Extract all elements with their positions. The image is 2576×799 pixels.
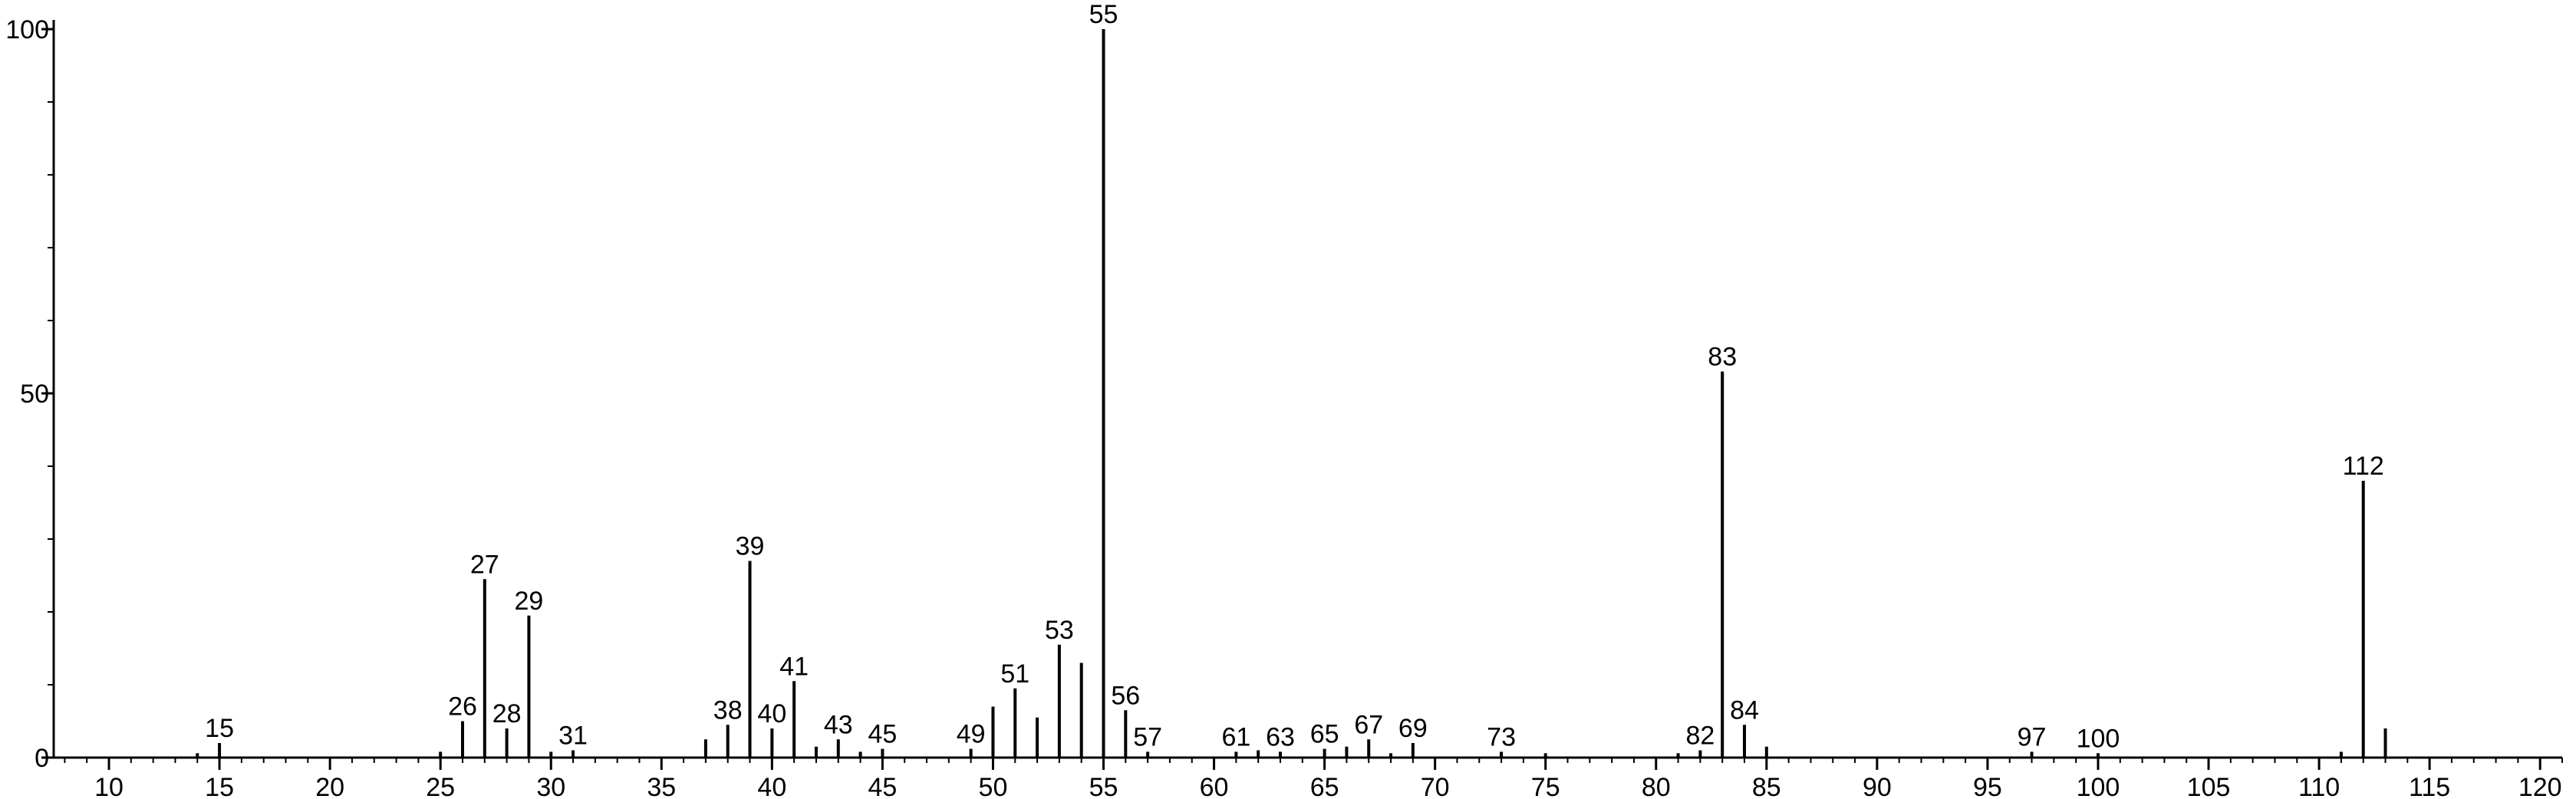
x-tick-label: 50 [979,773,1008,799]
peak-label: 67 [1354,710,1383,739]
x-tick-label: 70 [1421,773,1450,799]
peak-label: 27 [470,550,499,579]
peak-label: 53 [1045,616,1074,645]
peak-label: 40 [757,699,786,728]
peak-label: 28 [492,699,522,728]
peak-label: 15 [205,714,234,743]
peak-label: 97 [2018,722,2047,751]
x-tick-label: 20 [315,773,344,799]
x-tick-label: 95 [1973,773,2002,799]
peak-label: 51 [1000,659,1029,689]
x-tick-label: 65 [1310,773,1339,799]
x-tick-label: 10 [94,773,124,799]
peaks-layer [196,29,2387,758]
peak-label: 82 [1685,722,1715,751]
peak-label: 41 [779,652,809,681]
axes-layer: 10 15 20 25 30 35 40 45 50 55 60 65 70 75 80 85 90 95 100 1… [5,15,2563,799]
x-tick-label: 115 [2409,773,2450,799]
peak-labels-layer: 15 26 27 28 29 31 38 39 40 41 43 45 49 51 53 55 56 57 61 63… [205,0,2384,753]
peak-label: 83 [1708,343,1737,372]
peak-label: 84 [1730,695,1759,725]
x-tick-label: 75 [1531,773,1560,799]
y-tick-label: 100 [5,15,49,44]
peak-label: 49 [957,720,986,749]
x-tick-label: 25 [426,773,455,799]
peak-label: 56 [1111,681,1140,710]
peak-label: 29 [515,587,544,616]
peak-label: 73 [1487,722,1516,751]
x-tick-label: 60 [1200,773,1229,799]
x-tick-label: 120 [2518,773,2562,799]
x-tick-label: 30 [536,773,565,799]
peak-label: 38 [713,695,743,725]
peak-label: 100 [2077,724,2120,753]
x-tick-label: 40 [757,773,786,799]
x-tick-label: 80 [1642,773,1671,799]
x-tick-label: 90 [1863,773,1892,799]
peak-label: 61 [1221,722,1250,751]
x-tick-label: 35 [647,773,676,799]
peak-label: 55 [1089,0,1118,29]
peak-label: 45 [868,720,897,749]
x-tick-label: 100 [2077,773,2120,799]
x-tick-label: 55 [1089,773,1118,799]
peak-label: 39 [736,532,765,561]
x-tick-label: 85 [1752,773,1781,799]
x-tick-label: 110 [2298,773,2340,799]
peak-label: 31 [558,722,588,751]
peak-label: 63 [1266,722,1295,751]
peak-label: 57 [1133,722,1162,751]
peak-label: 69 [1398,714,1428,743]
y-tick-label: 50 [20,380,49,409]
peak-label: 65 [1310,720,1339,749]
peak-label: 112 [2343,452,2384,481]
x-tick-label: 15 [205,773,234,799]
x-tick-label: 45 [868,773,897,799]
peak-label: 26 [448,692,477,722]
peak-label: 43 [824,710,853,739]
y-tick-label: 0 [35,744,49,773]
x-tick-label: 105 [2187,773,2231,799]
